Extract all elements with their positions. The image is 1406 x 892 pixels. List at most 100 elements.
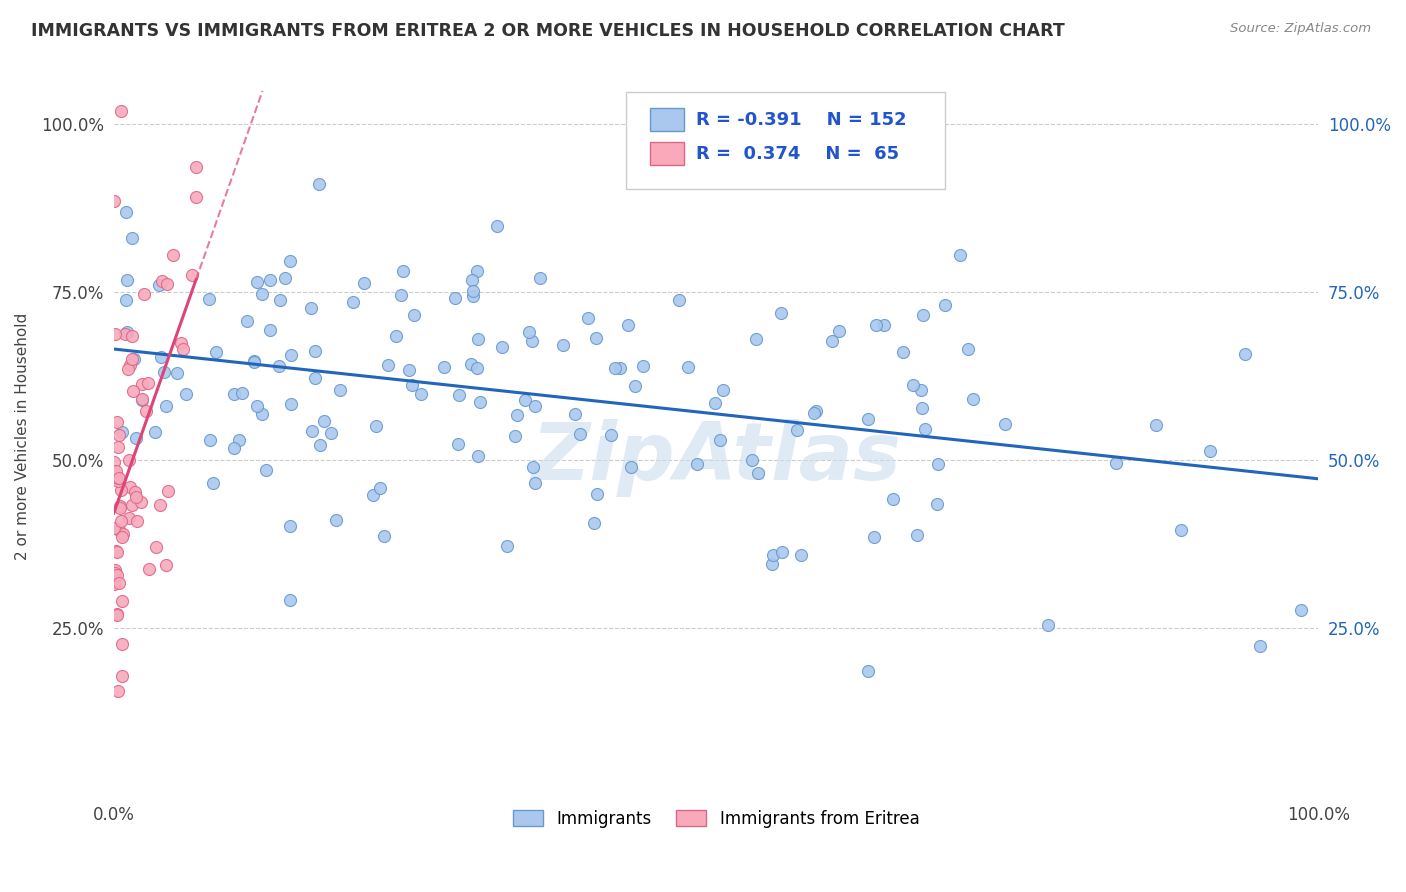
Point [166,366,188,380]
Point [170,336,193,351]
Point [108,523,131,537]
Point [444,291,467,305]
Point [856,664,879,678]
Point [873,318,896,332]
Point [105,543,128,558]
Text: R =  0.374    N =  65: R = 0.374 N = 65 [696,145,898,162]
Point [131,377,153,392]
Point [486,219,509,233]
Point [506,409,529,423]
Point [741,452,763,467]
Legend: Immigrants, Immigrants from Eritrea: Immigrants, Immigrants from Eritrea [506,803,927,835]
Point [122,351,145,366]
Point [803,407,825,421]
Point [108,428,131,442]
Point [711,383,734,397]
Point [110,515,132,529]
Point [103,455,125,469]
Point [806,404,828,418]
Point [529,271,551,285]
Point [107,474,129,488]
Point [138,562,160,576]
Point [762,548,785,562]
Point [118,358,141,372]
Point [117,325,139,339]
Point [107,471,129,485]
Point [433,359,456,374]
Point [150,351,173,365]
Point [949,247,972,261]
Point [124,484,146,499]
Point [231,385,253,400]
Point [204,345,226,359]
Point [103,521,125,535]
Point [668,293,690,307]
Point [496,539,519,553]
Point [259,323,281,337]
Point [135,404,157,418]
Point [184,160,207,174]
Point [107,471,129,485]
Point [392,264,415,278]
Point [110,529,132,543]
Point [278,253,301,268]
Point [118,453,141,467]
Point [108,575,131,590]
Point [107,441,129,455]
Point [404,308,426,322]
Point [242,355,264,369]
Point [198,433,221,447]
Point [911,401,934,416]
Point [329,383,352,397]
Point [447,387,470,401]
Point [761,558,783,572]
Point [568,427,591,442]
Point [107,683,129,698]
Point [115,273,138,287]
Point [934,298,956,312]
Point [470,395,492,409]
Point [122,384,145,399]
Point [513,392,536,407]
Point [156,277,179,292]
Point [583,516,606,530]
Point [505,429,527,443]
Point [121,328,143,343]
Point [745,332,768,346]
FancyBboxPatch shape [626,92,945,189]
Point [104,327,127,342]
Point [118,510,141,524]
Point [246,276,269,290]
Point [1038,617,1060,632]
Point [686,458,709,472]
Point [274,271,297,285]
Point [447,437,470,451]
Point [172,342,194,356]
Point [551,338,574,352]
Point [467,449,489,463]
Point [103,194,125,208]
Point [586,487,609,501]
Point [174,386,197,401]
Point [863,530,886,544]
Point [115,205,138,219]
Point [603,360,626,375]
Point [1199,444,1222,458]
Point [523,476,546,491]
Point [564,407,586,421]
Point [162,248,184,262]
Point [110,103,132,118]
Point [522,460,544,475]
Point [110,500,132,514]
Point [105,545,128,559]
Point [111,527,134,541]
Point [125,432,148,446]
Point [224,442,246,456]
Point [110,425,132,439]
Point [821,334,844,349]
Point [308,177,330,191]
Point [1170,523,1192,537]
Point [325,513,347,527]
Point [709,433,731,447]
Point [105,415,128,429]
